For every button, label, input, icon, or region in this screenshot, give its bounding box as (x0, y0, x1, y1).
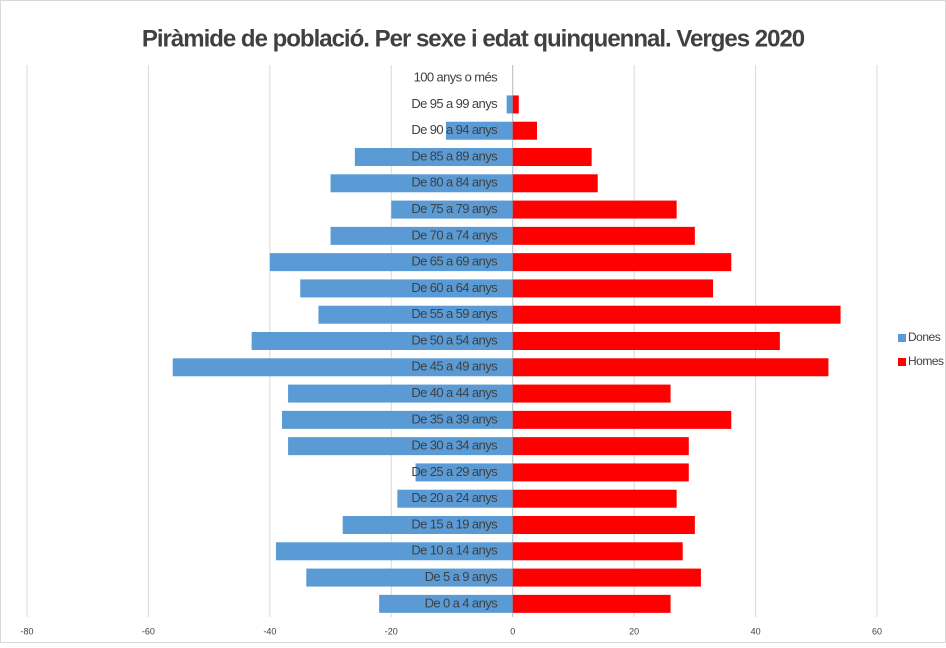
chart-title: Piràmide de població. Per sexe i edat qu… (142, 25, 805, 52)
bar (415, 463, 513, 482)
bar (512, 95, 519, 114)
category-label: De 45 a 49 anys (411, 359, 498, 374)
category-label: De 65 a 69 anys (411, 254, 498, 269)
bar (512, 121, 537, 140)
x-tick-label: -60 (142, 626, 155, 636)
category-label: De 95 a 99 anys (411, 96, 498, 111)
bars (172, 95, 841, 613)
category-label: De 90 a 94 anys (411, 122, 498, 137)
category-label: De 10 a 14 anys (411, 543, 498, 558)
bar (512, 200, 677, 219)
bar (506, 95, 513, 114)
category-label: De 55 a 59 anys (411, 306, 498, 321)
bar (512, 384, 671, 403)
category-label: De 70 a 74 anys (411, 227, 498, 242)
category-label: De 50 a 54 anys (411, 332, 498, 347)
bar (282, 410, 513, 429)
bar (391, 200, 513, 219)
category-label: De 40 a 44 anys (411, 385, 498, 400)
x-tick-label: 0 (510, 626, 515, 636)
bar (379, 594, 513, 613)
bar (288, 437, 513, 456)
legend-swatch (898, 358, 906, 366)
bar (330, 226, 513, 245)
category-label: De 35 a 39 anys (411, 411, 498, 426)
legend-swatch (898, 334, 906, 342)
x-tick-label: 40 (751, 626, 761, 636)
legend-label: Dones (908, 330, 941, 344)
bar (512, 463, 689, 482)
bar (512, 305, 841, 324)
bar (512, 332, 780, 350)
category-label: De 85 a 89 anys (411, 148, 498, 163)
category-label: De 25 a 29 anys (411, 464, 498, 479)
bar (512, 542, 683, 561)
bar (342, 516, 513, 534)
bar (512, 358, 829, 377)
bar (512, 516, 695, 534)
category-label: De 60 a 64 anys (411, 280, 498, 295)
category-label: De 75 a 79 anys (411, 201, 498, 216)
bar (397, 489, 513, 508)
x-tick-label: -20 (385, 626, 398, 636)
bar (288, 384, 513, 403)
category-label: De 0 a 4 anys (425, 595, 499, 610)
bar (512, 174, 598, 193)
category-label: 100 anys o més (414, 70, 498, 85)
category-label: De 30 a 34 anys (411, 438, 498, 453)
bar (318, 305, 513, 324)
bar (512, 279, 714, 298)
bar (512, 594, 671, 613)
bar (512, 437, 689, 456)
bar (512, 568, 701, 587)
x-tick-label: -40 (263, 626, 276, 636)
bar (512, 253, 732, 272)
bar (300, 279, 513, 298)
x-tick-label: 60 (872, 626, 882, 636)
legend-label: Homes (908, 354, 944, 368)
category-label: De 5 a 9 anys (425, 569, 499, 584)
category-label: De 15 a 19 anys (411, 516, 498, 531)
category-label: De 20 a 24 anys (411, 490, 498, 505)
bar (275, 542, 513, 561)
bar (330, 174, 513, 193)
bar (354, 148, 513, 166)
bar (512, 410, 732, 429)
legend: Dones Homes (898, 330, 945, 368)
bar (512, 148, 592, 166)
bar (251, 332, 513, 350)
x-tick-label: 20 (629, 626, 639, 636)
category-label: De 80 a 84 anys (411, 175, 498, 190)
x-tick-label: -80 (20, 626, 33, 636)
bar (512, 489, 677, 508)
labels: De 0 a 4 anys De 5 a 9 anys De 10 a 14 any… (411, 70, 498, 611)
bar (512, 226, 695, 245)
bar (445, 121, 513, 140)
bar (269, 253, 513, 272)
bar (306, 568, 513, 587)
bar (172, 358, 513, 377)
